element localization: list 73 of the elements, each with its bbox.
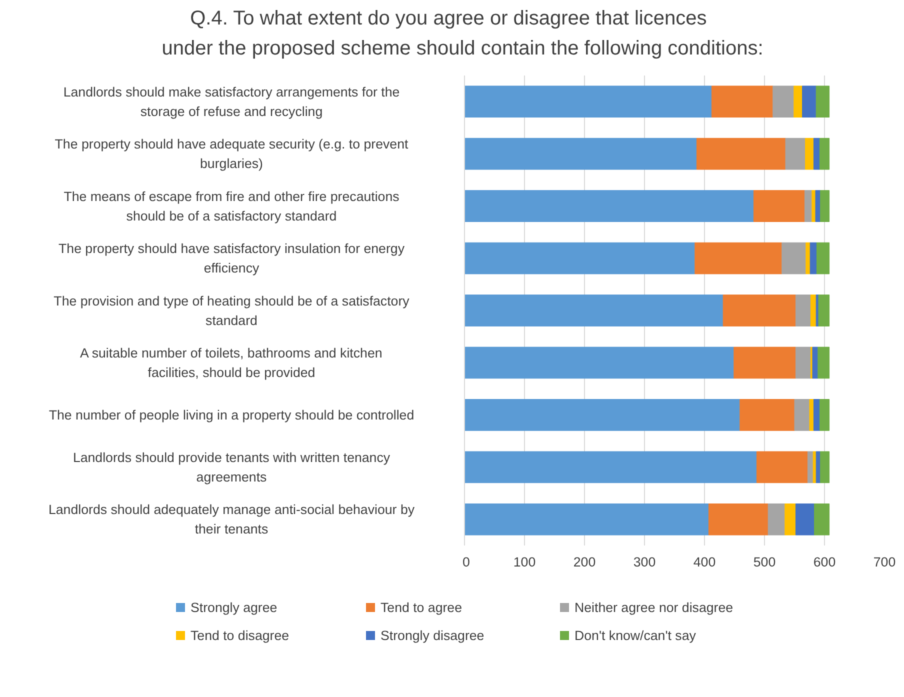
- x-tick-label: 0: [462, 554, 470, 570]
- bar: [464, 190, 754, 222]
- y-tick-label: A suitable number of toilets, bathrooms and kitchen facilities, should be provided: [80, 345, 382, 380]
- bar: [768, 503, 786, 536]
- y-tick-label: The means of escape from fire and other fire precautions should be of a satisfactory standard: [64, 188, 400, 224]
- x-tick-label: 500: [753, 554, 776, 570]
- bar: [464, 294, 724, 326]
- bar: [464, 503, 709, 536]
- bar: [794, 399, 810, 431]
- bar: [815, 190, 821, 222]
- y-tick-label: Landlords should adequately manage anti-social behaviour by their tenants: [48, 502, 415, 537]
- bar: [807, 451, 814, 484]
- bar: [694, 242, 782, 274]
- bar: [753, 190, 805, 222]
- x-tick-label: 600: [813, 554, 836, 570]
- x-tick-label: 200: [573, 554, 596, 570]
- bar: [784, 503, 796, 536]
- bar: [722, 294, 796, 326]
- legend-label: Strongly disagree: [380, 628, 484, 643]
- bar: [756, 451, 808, 484]
- x-tick-label: 100: [513, 554, 536, 570]
- bar: [820, 190, 830, 222]
- y-tick-label: The number of people living in a property should be controlled: [48, 407, 414, 422]
- legend-label: Tend to agree: [380, 600, 462, 615]
- bar: [711, 86, 774, 118]
- bar: [795, 294, 811, 326]
- bar: [740, 399, 795, 431]
- x-tick-label: 400: [693, 554, 716, 570]
- bar: [785, 138, 806, 170]
- y-tick-label: Landlords should make satisfactory arrangements for the storage of refuse and recycling: [63, 84, 400, 119]
- bar: [816, 86, 830, 118]
- y-tick-label: The provision and type of heating should be of a satisfactory standard: [54, 293, 410, 328]
- bar: [812, 346, 818, 379]
- bar: [820, 451, 830, 484]
- bar: [802, 86, 816, 118]
- bar: [464, 346, 734, 379]
- bar: [708, 503, 768, 536]
- x-tick-label: 700: [873, 554, 896, 570]
- bar: [819, 399, 830, 431]
- legend-label: Don't know/can't say: [574, 628, 696, 643]
- bar: [819, 138, 830, 170]
- bar: [464, 399, 740, 431]
- bar: [464, 242, 696, 274]
- legend-label: Neither agree nor disagree: [574, 600, 734, 615]
- bar: [734, 346, 796, 379]
- bar: [810, 242, 817, 274]
- bar: [816, 242, 830, 274]
- y-tick-label: The property should have adequate security (e.g. to prevent burglaries): [54, 136, 408, 172]
- bar: [464, 86, 712, 118]
- bar: [464, 138, 697, 170]
- legend-label: Strongly agree: [190, 600, 278, 615]
- y-tick-label: Landlords should provide tenants with written tenancy agreements: [72, 450, 390, 484]
- bar: [809, 399, 814, 431]
- bar: [813, 138, 820, 170]
- bar: [696, 138, 786, 170]
- legend-label: Tend to disagree: [190, 628, 290, 643]
- bar: [818, 346, 830, 379]
- bar: [804, 190, 812, 222]
- chart-title: Q.4. To what extent do you agree or disagree that licences under the proposed scheme should contain the following conditions:: [162, 8, 764, 60]
- bar: [814, 503, 830, 536]
- bar: [794, 86, 803, 118]
- bar: [795, 503, 815, 536]
- bar: [813, 399, 820, 431]
- bar: [795, 346, 811, 379]
- x-tick-label: 300: [633, 554, 656, 570]
- y-tick-label: The property should have satisfactory insulation for energy efficiency: [58, 241, 405, 276]
- bar: [805, 138, 814, 170]
- bar: [782, 242, 806, 274]
- bar: [810, 294, 816, 326]
- bar: [806, 242, 810, 274]
- bar: [818, 294, 830, 326]
- bar: [772, 86, 794, 118]
- bar: [464, 451, 757, 484]
